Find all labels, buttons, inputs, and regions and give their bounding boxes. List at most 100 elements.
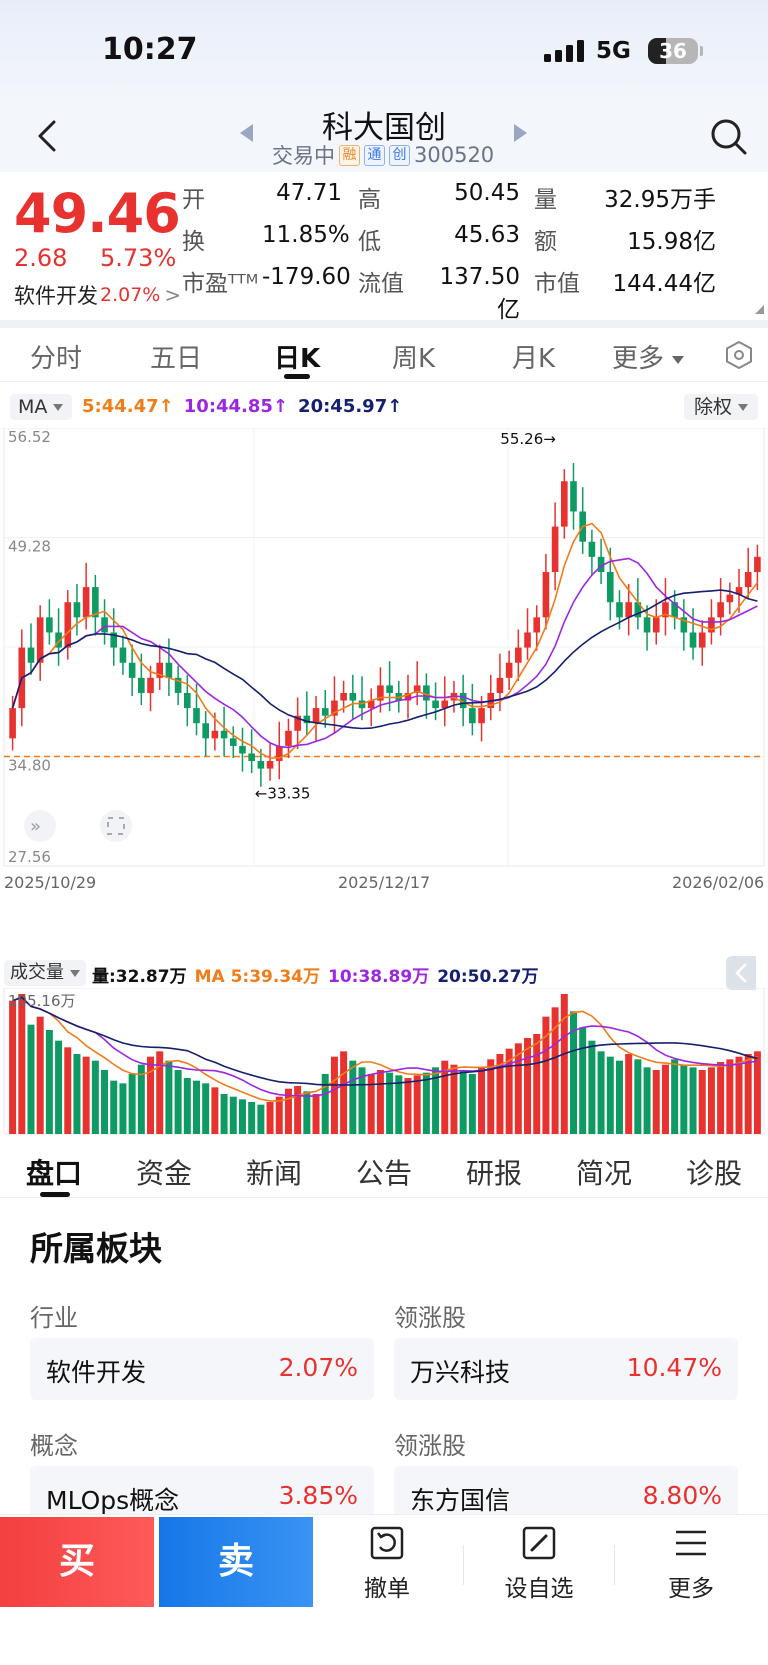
prev-stock-icon[interactable] [240, 124, 253, 142]
candle-body [533, 617, 541, 633]
tab-research[interactable]: 研报 [466, 1157, 523, 1190]
candle [588, 529, 596, 576]
candle [303, 691, 311, 736]
tab-news[interactable]: 新闻 [246, 1157, 303, 1190]
candle-body [551, 526, 559, 572]
y-tick-label: 34.80 [8, 757, 51, 775]
quote-panel: 49.46 2.68 5.73% 软件开发 2.07% > 开 47.71 高 50.… [0, 172, 768, 323]
candle-body [505, 662, 513, 678]
candle-body [183, 692, 191, 709]
volume-bar [303, 1091, 311, 1134]
ma5-line [11, 522, 759, 759]
stock-header: 科大国创 交易中 融 通 创 300520 [0, 100, 768, 172]
candle-body [735, 587, 743, 595]
tab-five-day[interactable]: 五日 [150, 344, 203, 374]
adjust-label: 除权 [694, 396, 733, 418]
cancel-order-button[interactable]: 撤单 [327, 1525, 447, 1603]
ma-selector[interactable]: MA [10, 394, 72, 420]
sell-button[interactable]: 卖 [159, 1517, 313, 1607]
candle-body [73, 602, 81, 618]
quote-label: 低 [358, 229, 381, 255]
candle [469, 683, 476, 736]
volume-bar [147, 1056, 155, 1134]
connect-tag: 通 [364, 144, 385, 166]
tab-more[interactable]: 更多 [612, 338, 685, 375]
add-watchlist-button[interactable]: 设自选 [479, 1525, 599, 1603]
quote-label: 开 [182, 187, 205, 213]
buy-button[interactable]: 买 [0, 1517, 154, 1607]
ma5-value: 5:44.47↑ [82, 396, 174, 417]
quote-label: 额 [534, 229, 557, 255]
volume-value: 量:32.87万 [92, 967, 187, 987]
tab-announcements[interactable]: 公告 [356, 1157, 413, 1190]
candle-body [652, 617, 660, 633]
volume-bar [533, 1034, 541, 1134]
volume-bar [165, 1060, 173, 1134]
volume-bar [432, 1067, 440, 1134]
volume-bar [266, 1102, 274, 1134]
candle [441, 676, 449, 727]
leader-name: 万兴科技 [410, 1358, 511, 1387]
candle [229, 726, 237, 759]
candle [579, 487, 587, 554]
collapse-chevron-icon[interactable] [726, 956, 756, 990]
candle [625, 584, 632, 636]
volume-bar [726, 1059, 734, 1134]
volume-bar [707, 1067, 715, 1134]
candle-body [239, 745, 246, 754]
sector-link[interactable]: 软件开发 2.07% > [14, 280, 181, 310]
candle-body [340, 692, 347, 701]
ma10-value: 10:44.85↑ [183, 396, 289, 417]
candle-body [459, 692, 467, 709]
expand-corner-icon[interactable] [755, 305, 764, 314]
volume-bar [560, 994, 568, 1134]
volume-bar [468, 1074, 476, 1134]
settings-hex-icon[interactable] [724, 340, 754, 370]
bottom-bar: 买 卖 撤单 设自选 更多 [0, 1514, 768, 1665]
separator [614, 1545, 615, 1585]
volume-bar [156, 1051, 164, 1134]
candle [606, 547, 614, 621]
candle-body [36, 617, 44, 663]
tab-capital[interactable]: 资金 [136, 1157, 193, 1190]
candle [505, 650, 513, 690]
candle [744, 547, 752, 600]
candle [156, 644, 164, 690]
candle-body [680, 617, 688, 633]
volume-bar [505, 1048, 513, 1134]
tab-profile[interactable]: 简况 [576, 1157, 633, 1190]
y-tick-label: 49.28 [8, 538, 51, 556]
divider [0, 320, 768, 328]
industry-card[interactable]: 软件开发 2.07% [30, 1338, 374, 1400]
more-button[interactable]: 更多 [631, 1525, 751, 1603]
stock-subtitle: 交易中 融 通 创 300520 [272, 140, 494, 170]
volume-selector[interactable]: 成交量 [4, 960, 86, 986]
tab-order-book[interactable]: 盘口 [26, 1157, 83, 1190]
tab-weekly-k[interactable]: 周K [392, 344, 436, 374]
tab-daily-k[interactable]: 日K [274, 344, 321, 374]
battery-level: 36 [659, 39, 687, 63]
candle [551, 502, 559, 591]
industry-leader-card[interactable]: 万兴科技 10.47% [394, 1338, 738, 1400]
volume-bar [257, 1104, 265, 1134]
volume-selector-label: 成交量 [10, 962, 64, 983]
tab-monthly-k[interactable]: 月K [512, 344, 556, 374]
volume-bar [294, 1086, 302, 1134]
volume-bar [459, 1070, 467, 1134]
adjust-selector[interactable]: 除权 [684, 394, 758, 420]
candle [634, 578, 642, 630]
search-icon[interactable] [708, 116, 748, 156]
candle [110, 608, 118, 666]
y-tick-label: 56.52 [8, 428, 51, 446]
candlestick-chart[interactable]: 56.52 49.28 34.80 27.56 55.26→ ←33.35 2025/10/… [0, 428, 768, 952]
tab-intraday[interactable]: 分时 [30, 344, 83, 374]
back-icon[interactable] [30, 118, 66, 154]
next-stock-icon[interactable] [514, 124, 527, 142]
leader-pct: 10.47% [626, 1353, 722, 1382]
candle [671, 590, 678, 630]
volume-bar [82, 1056, 90, 1134]
volume-bar [312, 1094, 320, 1134]
candle-body [82, 587, 90, 618]
candle-body [404, 692, 412, 701]
tab-diagnosis[interactable]: 诊股 [686, 1157, 743, 1190]
